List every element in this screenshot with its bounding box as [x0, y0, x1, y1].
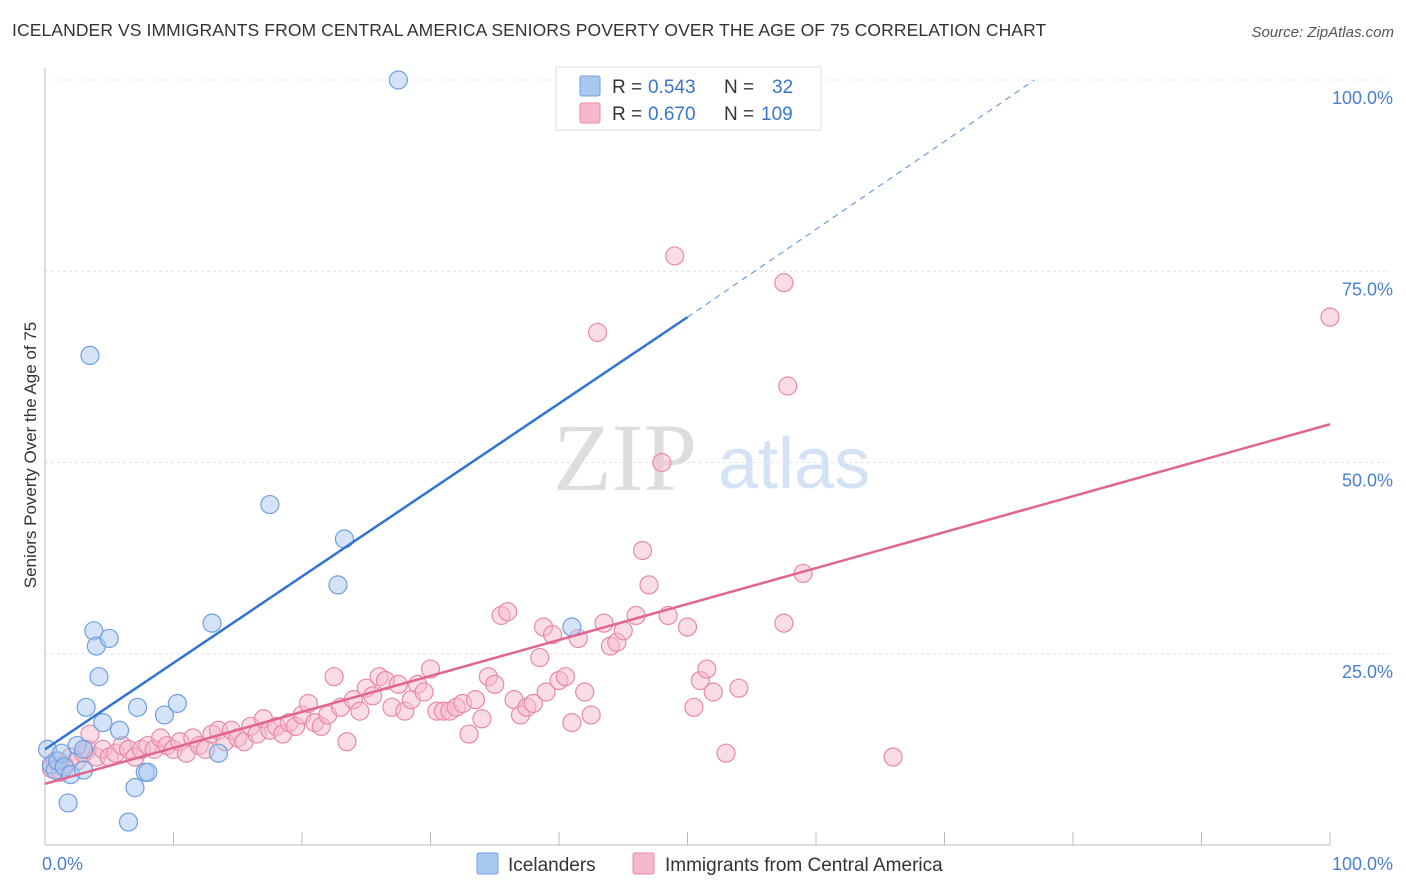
- icelander-point: [73, 739, 94, 759]
- icelander-point: [334, 529, 355, 549]
- central-america-point: [350, 701, 370, 721]
- central-america-point: [778, 376, 798, 396]
- x-tick-label-min: 0.0%: [42, 854, 83, 874]
- central-america-point: [575, 682, 595, 702]
- central-america-point: [697, 659, 717, 679]
- series-icelanders-points: [37, 70, 582, 832]
- x-ticks: [44, 832, 1331, 845]
- legend-n-label-icelanders: N =: [724, 77, 754, 98]
- central-america-point: [581, 705, 601, 725]
- y-tick-label: 75.0%: [1342, 279, 1393, 299]
- central-america-point: [632, 540, 653, 561]
- central-america-point: [639, 575, 659, 595]
- central-america-point: [485, 674, 505, 694]
- legend-n-value-icelanders: 32: [772, 77, 793, 98]
- icelander-point: [260, 494, 280, 515]
- icelander-point: [388, 70, 408, 90]
- trend-line-extension-icelanders: [687, 79, 1035, 318]
- central-america-point: [665, 246, 685, 266]
- icelander-point: [154, 705, 175, 725]
- gridlines: [45, 79, 1390, 655]
- bottom-legend-swatch-icelanders: [476, 852, 499, 875]
- y-tick-label: 25.0%: [1342, 662, 1393, 682]
- central-america-point: [472, 709, 492, 729]
- central-america-point: [523, 693, 543, 714]
- legend-swatch-central-america: [579, 102, 601, 124]
- icelander-point: [99, 628, 119, 649]
- icelander-point: [562, 617, 582, 637]
- legend-n-label-central-america: N =: [724, 104, 754, 125]
- icelander-point: [208, 743, 229, 763]
- central-america-point: [536, 682, 556, 702]
- y-tick-labels: 100.0% 75.0% 50.0% 25.0%: [1332, 88, 1393, 682]
- central-america-point: [774, 273, 794, 293]
- central-america-point: [684, 697, 704, 717]
- x-tick-label-max: 100.0%: [1332, 854, 1393, 874]
- y-tick-label: 100.0%: [1332, 88, 1393, 108]
- central-america-point: [465, 690, 486, 710]
- icelander-point: [89, 667, 109, 687]
- legend-r-label-icelanders: R =: [612, 77, 642, 98]
- central-america-point: [542, 625, 563, 645]
- series-legend: Icelanders Immigrants from Central Ameri…: [476, 852, 943, 876]
- central-america-point: [459, 724, 479, 744]
- legend-n-value-central-america: 109: [761, 104, 793, 125]
- trend-line-icelanders: [44, 316, 689, 751]
- central-america-point: [1320, 307, 1340, 327]
- bottom-legend-swatch-central-america: [632, 852, 655, 875]
- trend-line-central-america: [44, 423, 1331, 786]
- icelander-point: [93, 712, 113, 733]
- central-america-point: [337, 732, 357, 752]
- y-tick-label: 50.0%: [1342, 471, 1393, 491]
- central-america-point: [716, 743, 736, 763]
- icelander-point: [127, 697, 148, 717]
- icelander-point: [167, 693, 187, 714]
- icelander-point: [125, 778, 145, 798]
- chart-title: ICELANDER VS IMMIGRANTS FROM CENTRAL AME…: [12, 20, 1047, 40]
- watermark-zip: ZIP: [553, 404, 697, 511]
- icelander-point: [58, 793, 78, 813]
- bottom-legend-label-icelanders: Icelanders: [508, 855, 596, 876]
- icelander-point: [202, 613, 222, 633]
- watermark-atlas: atlas: [718, 424, 870, 504]
- central-america-point: [774, 613, 794, 633]
- central-america-point: [703, 682, 723, 702]
- icelander-point: [80, 345, 100, 365]
- icelander-point: [138, 762, 158, 782]
- bottom-legend-label-central-america: Immigrants from Central America: [665, 855, 943, 876]
- central-america-point: [729, 678, 749, 698]
- icelander-point: [76, 697, 96, 717]
- central-america-point: [530, 647, 550, 668]
- legend-swatch-icelanders: [579, 75, 601, 97]
- central-america-point: [677, 617, 698, 637]
- central-america-point: [498, 602, 518, 622]
- trend-lines: [44, 79, 1331, 786]
- legend-r-value-central-america: 0.670: [648, 104, 696, 125]
- series-central-america-points: [41, 246, 1340, 782]
- icelander-point: [118, 812, 139, 832]
- y-axis-title: Seniors Poverty Over the Age of 75: [21, 322, 40, 588]
- central-america-point: [324, 667, 344, 687]
- stats-legend: R = 0.543 N = 32 R = 0.670 N = 109: [555, 66, 822, 131]
- icelander-point: [109, 720, 130, 740]
- central-america-point: [555, 667, 576, 687]
- central-america-point: [587, 322, 608, 343]
- legend-r-value-icelanders: 0.543: [648, 77, 696, 98]
- source-label: Source: ZipAtlas.com: [1251, 24, 1394, 41]
- central-america-point: [414, 682, 434, 702]
- legend-r-label-central-america: R =: [612, 104, 642, 125]
- central-america-point: [562, 712, 582, 733]
- icelander-point: [328, 575, 348, 595]
- central-america-point: [883, 747, 903, 767]
- central-america-point: [652, 452, 672, 473]
